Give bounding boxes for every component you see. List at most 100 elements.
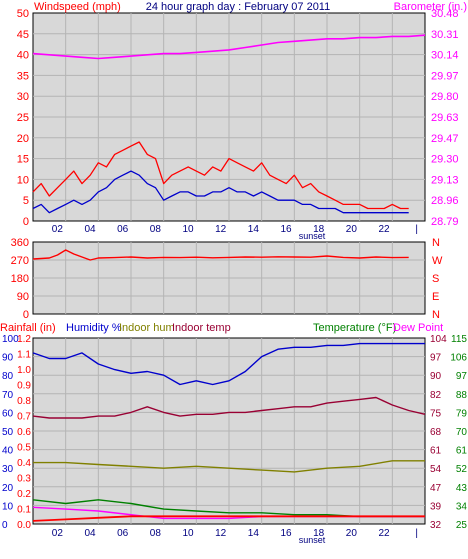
mid-left-tick-2: 180 <box>11 273 29 285</box>
bot-right-b-tick-5: 70 <box>456 427 468 438</box>
bot-xtick-9: 20 <box>346 528 358 539</box>
mid-right-tick-4: N <box>432 309 440 321</box>
bot-right-a-tick-8: 47 <box>430 483 442 494</box>
bot-hum-tick-0: 100 <box>2 334 19 345</box>
top-left-tick-1: 45 <box>17 29 29 41</box>
top-xtick-9: 20 <box>346 224 358 235</box>
bot-xtick-5: 12 <box>215 528 227 539</box>
top-left-tick-10: 0 <box>23 216 29 228</box>
top-xtick-5: 12 <box>215 224 227 235</box>
bot-right-a-tick-10: 32 <box>430 520 442 531</box>
top-right-tick-0: 30.48 <box>431 8 459 20</box>
bot-rain-tick-9: 0.3 <box>17 474 31 485</box>
bot-series-2 <box>32 396 426 419</box>
top-right-tick-3: 29.97 <box>431 70 459 82</box>
humidity-label: Humidity % <box>66 322 122 334</box>
mid-right-tick-3: E <box>432 291 439 303</box>
bot-hum-tick-3: 70 <box>2 390 14 401</box>
bot-right-a-tick-5: 68 <box>430 427 442 438</box>
bot-xtick-10: 22 <box>378 528 390 539</box>
bot-rain-tick-1: 1.1 <box>17 350 31 361</box>
top-right-tick-7: 29.30 <box>431 154 459 166</box>
bot-xtick-2: 06 <box>117 528 129 539</box>
bot-xtick-8: 18 <box>313 528 325 539</box>
indoor-hum-label: Indoor hum <box>119 322 175 334</box>
bot-hum-tick-2: 80 <box>2 371 14 382</box>
top-xtick-3: 08 <box>150 224 162 235</box>
bot-xtick-0: 02 <box>52 528 64 539</box>
bot-right-a-tick-3: 82 <box>430 390 442 401</box>
top-series-2 <box>32 170 409 214</box>
top-right-tick-9: 28.96 <box>431 195 459 207</box>
bot-xtick-4: 10 <box>182 528 194 539</box>
bot-right-a-tick-0: 104 <box>430 334 447 345</box>
bot-right-b-tick-2: 97 <box>456 371 468 382</box>
top-series-0 <box>32 34 426 60</box>
top-left-tick-3: 35 <box>17 70 29 82</box>
bot-rain-tick-4: 0.8 <box>17 396 31 407</box>
bot-hum-tick-7: 30 <box>2 464 14 475</box>
bot-rain-tick-6: 0.6 <box>17 427 31 438</box>
series-layer <box>32 34 426 522</box>
top-xtick-2: 06 <box>117 224 129 235</box>
bot-right-a-tick-4: 75 <box>430 408 442 419</box>
bot-series-5 <box>32 515 425 522</box>
top-xtick-7: 16 <box>280 224 292 235</box>
bot-right-a-tick-1: 97 <box>430 353 442 364</box>
dewpoint-label: Dew Point <box>393 322 443 334</box>
top-xtick-10: 22 <box>378 224 390 235</box>
bot-series-0 <box>32 342 425 386</box>
bot-right-b-tick-0: 115 <box>451 334 467 345</box>
top-series-1 <box>32 141 409 210</box>
top-right-tick-4: 29.80 <box>431 91 459 103</box>
bot-xtick-3: 08 <box>150 528 162 539</box>
bot-hum-tick-8: 20 <box>2 483 14 494</box>
sunset-label-bottom: sunset <box>299 535 326 545</box>
top-left-tick-5: 25 <box>17 112 29 124</box>
windspeed-label: Windspeed (mph) <box>34 1 121 13</box>
mid-left-tick-3: 90 <box>17 291 29 303</box>
bot-hum-tick-5: 50 <box>2 427 14 438</box>
bot-xtick-6: 14 <box>248 528 260 539</box>
top-left-tick-4: 30 <box>17 91 29 103</box>
top-left-tick-2: 40 <box>17 50 29 62</box>
top-right-tick-10: 28.79 <box>431 216 459 228</box>
bot-rain-tick-5: 0.7 <box>17 412 31 423</box>
bot-rain-tick-8: 0.4 <box>17 458 31 469</box>
bot-right-a-tick-2: 90 <box>430 371 442 382</box>
bot-right-b-tick-1: 106 <box>450 353 467 364</box>
indoor-temp-label: Indoor temp <box>172 322 231 334</box>
mid-right-tick-2: S <box>432 273 439 285</box>
bot-right-b-tick-8: 43 <box>456 483 468 494</box>
bot-rain-tick-3: 0.9 <box>17 381 31 392</box>
top-right-tick-2: 30.14 <box>431 50 459 62</box>
bot-right-a-tick-7: 54 <box>430 464 442 475</box>
bot-hum-tick-1: 90 <box>2 353 14 364</box>
top-xtick-11: | <box>415 224 418 235</box>
bot-rain-tick-2: 1.0 <box>17 365 31 376</box>
bot-xtick-11: | <box>415 528 418 539</box>
bot-series-1 <box>33 460 425 473</box>
bot-hum-tick-9: 10 <box>2 501 14 512</box>
mid-right-tick-1: W <box>432 255 443 267</box>
bot-right-b-tick-10: 25 <box>456 520 468 531</box>
mid-left-tick-0: 360 <box>11 237 29 249</box>
bot-right-b-tick-7: 52 <box>456 464 468 475</box>
bot-right-b-tick-6: 61 <box>456 446 468 457</box>
mid-left-tick-4: 0 <box>23 309 29 321</box>
top-xtick-6: 14 <box>248 224 260 235</box>
temperature-label: Temperature (°F) <box>313 322 396 334</box>
top-right-tick-8: 29.13 <box>431 174 459 186</box>
top-left-tick-6: 20 <box>17 133 29 145</box>
chart-title: 24 hour graph day : February 07 2011 <box>146 1 330 13</box>
top-xtick-4: 10 <box>182 224 194 235</box>
top-xtick-0: 02 <box>52 224 64 235</box>
mid-series-0 <box>32 249 409 261</box>
barometer-label: Barometer (in.) <box>394 1 467 13</box>
top-right-tick-5: 29.63 <box>431 112 459 124</box>
mid-right-tick-0: N <box>432 237 440 249</box>
rainfall-label: Rainfall (in) <box>0 322 56 334</box>
top-xtick-8: 18 <box>313 224 325 235</box>
